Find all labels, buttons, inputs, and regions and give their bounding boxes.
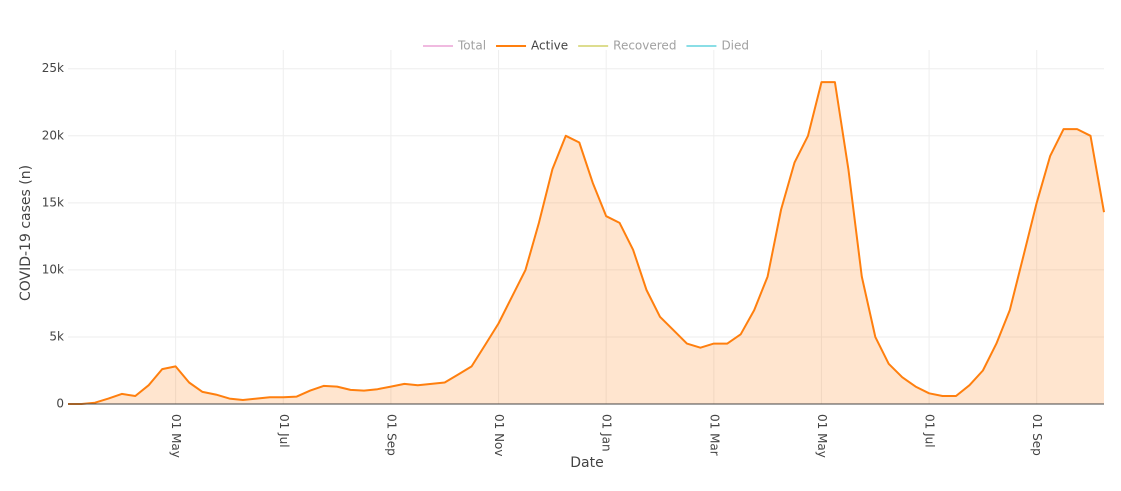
legend-item[interactable]: Recovered <box>578 39 676 53</box>
x-axis-title: Date <box>570 455 603 471</box>
x-tick-label: 01 Sep <box>384 414 398 456</box>
legend-label: Recovered <box>613 39 676 53</box>
legend-item[interactable]: Total <box>423 39 486 53</box>
x-tick-label: 01 Mar <box>707 414 721 456</box>
y-axis-title: COVID-19 cases (n) <box>18 165 34 301</box>
x-tick-label: 01 Jul <box>277 414 291 448</box>
legend-label: Died <box>721 39 749 53</box>
y-tick-label: 20k <box>42 128 64 142</box>
x-tick-label: 01 Sep <box>1030 414 1044 456</box>
series-line <box>68 81 1105 405</box>
x-tick-label: 01 Jan <box>600 414 614 452</box>
y-tick-label: 15k <box>42 195 64 209</box>
legend-item[interactable]: Active <box>496 39 568 53</box>
legend-label: Total <box>457 39 486 53</box>
area-fill <box>68 82 1104 404</box>
legend-item[interactable]: Died <box>686 39 749 53</box>
x-tick-label: 01 May <box>815 414 829 458</box>
y-tick-label: 10k <box>42 262 64 276</box>
x-tick-label: 01 May <box>169 414 183 458</box>
legend-label: Active <box>531 39 568 53</box>
x-tick-label: 01 Nov <box>492 414 506 457</box>
y-tick-label: 0 <box>56 397 64 411</box>
y-tick-label: 25k <box>42 61 64 75</box>
y-tick-label: 5k <box>49 329 64 343</box>
x-tick-label: 01 Jul <box>923 414 937 448</box>
